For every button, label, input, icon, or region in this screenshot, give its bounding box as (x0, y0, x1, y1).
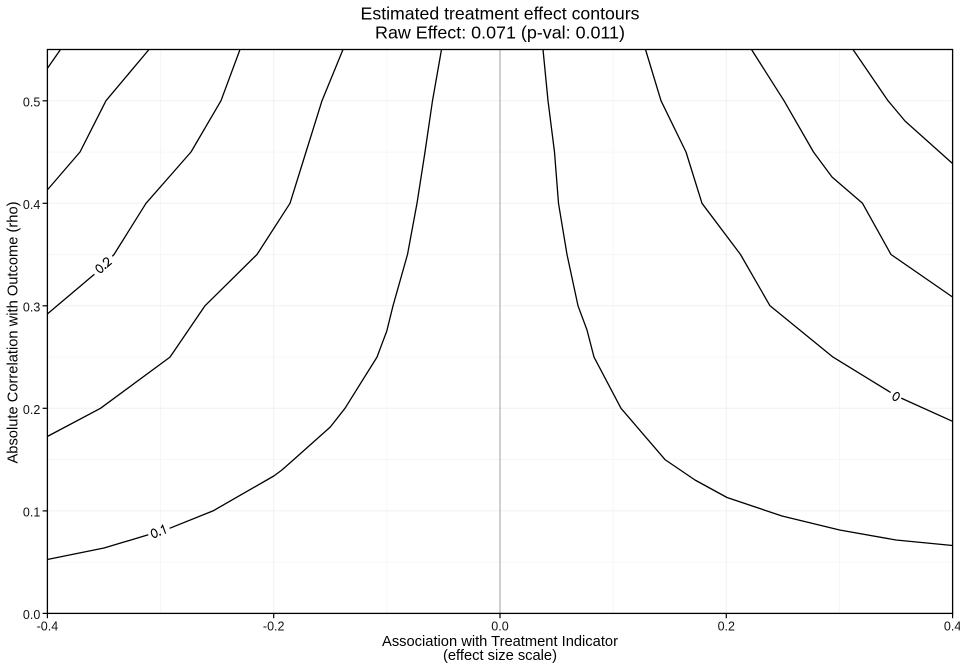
svg-text:0.2: 0.2 (23, 403, 40, 417)
svg-text:(effect size scale): (effect size scale) (443, 648, 557, 664)
svg-text:Raw Effect: 0.071 (p-val: 0.01: Raw Effect: 0.071 (p-val: 0.011) (375, 22, 625, 42)
svg-text:0.0: 0.0 (491, 620, 508, 634)
svg-text:0.2: 0.2 (718, 620, 735, 634)
svg-text:Absolute Correlation with Outc: Absolute Correlation with Outcome (rho) (6, 201, 22, 463)
svg-text:Estimated treatment effect con: Estimated treatment effect contours (361, 4, 640, 24)
svg-text:0.3: 0.3 (23, 300, 40, 314)
svg-text:-0.4: -0.4 (37, 620, 59, 634)
svg-text:0.5: 0.5 (23, 95, 40, 109)
svg-text:Association with Treatment Ind: Association with Treatment Indicator (382, 634, 618, 650)
svg-text:0.0: 0.0 (23, 608, 40, 622)
svg-text:0.4: 0.4 (944, 620, 960, 634)
svg-text:0.1: 0.1 (23, 506, 40, 520)
svg-text:-0.2: -0.2 (263, 620, 285, 634)
svg-text:0.4: 0.4 (23, 198, 40, 212)
